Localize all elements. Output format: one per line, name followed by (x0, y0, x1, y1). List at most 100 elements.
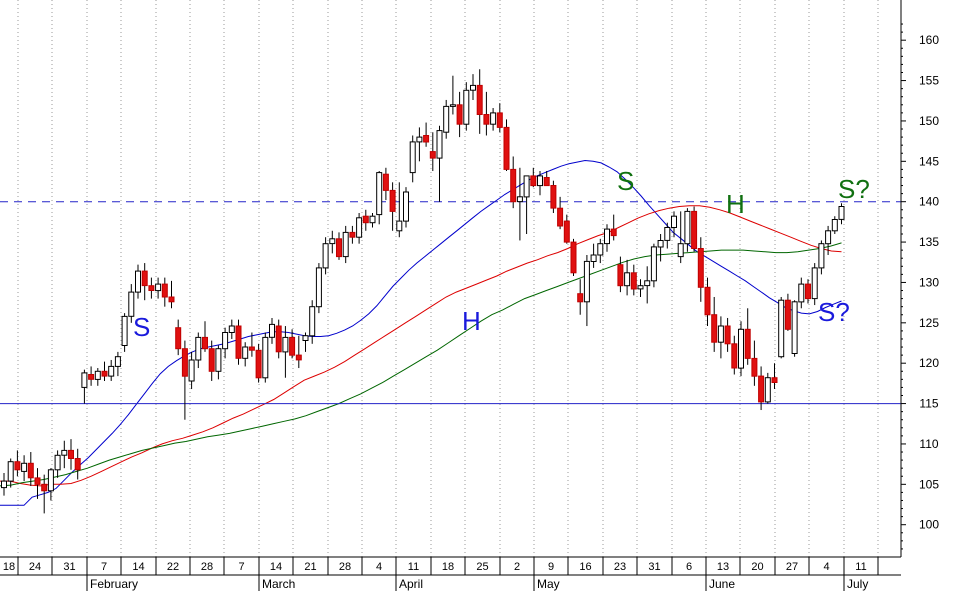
x-tick-label: 11 (855, 561, 866, 573)
candle-down (617, 264, 624, 287)
annotation-h-blue: H (462, 306, 481, 336)
candle-down (148, 285, 155, 292)
candle-down (181, 348, 188, 377)
y-tick-label: 125 (919, 316, 939, 330)
candle-up (671, 215, 677, 228)
candle-up (490, 112, 497, 125)
candle-up (664, 227, 671, 241)
candle-down (101, 370, 108, 377)
candle-up (302, 335, 309, 342)
annotation-s-right-blue: S? (818, 297, 850, 327)
candle-up (798, 283, 805, 303)
candle-up (262, 336, 269, 379)
candle-up (409, 141, 416, 174)
x-tick-label: 24 (29, 561, 41, 573)
candle-up (764, 377, 771, 403)
y-tick-label: 150 (919, 114, 939, 128)
candle-up (322, 243, 329, 269)
candle-down (704, 286, 711, 316)
candle-up (403, 191, 409, 222)
x-tick-label: 6 (686, 561, 692, 573)
candle-up (61, 449, 68, 456)
candle-up (242, 346, 249, 359)
candle-down (731, 343, 738, 369)
candle-down (27, 462, 34, 479)
y-tick-label: 135 (919, 235, 939, 249)
x-tick-label: 7 (238, 561, 244, 573)
candle-up (94, 370, 101, 380)
x-tick-label: 28 (339, 561, 351, 573)
candle-down (68, 449, 74, 459)
candle-up (47, 469, 54, 492)
candle-up (396, 220, 403, 232)
candle-up (228, 325, 235, 333)
y-tick-label: 115 (919, 397, 938, 411)
moving-average-2 (0, 205, 842, 487)
x-tick-label: 18 (442, 561, 454, 573)
candle-up (583, 260, 590, 303)
x-tick-label: 18 (3, 561, 15, 573)
candle-up (637, 285, 644, 290)
horizontal-levels (0, 201, 901, 405)
y-tick-label: 160 (919, 33, 939, 47)
candle-down (751, 357, 758, 377)
candle-down (362, 215, 369, 224)
candle-up (717, 325, 724, 343)
candle-down (248, 346, 255, 351)
annotation-s-green: S (617, 166, 634, 196)
candle-up (376, 172, 383, 216)
y-tick-label: 105 (919, 477, 939, 491)
candle-down (630, 272, 637, 290)
x-tick-label: 22 (167, 561, 179, 573)
x-tick-label: 11 (408, 561, 419, 573)
candle-down (563, 220, 570, 243)
candle-up (121, 315, 128, 346)
candle-down (744, 328, 751, 359)
candle-up (657, 240, 664, 248)
y-tick-label: 100 (919, 518, 939, 532)
candle-up (684, 210, 691, 245)
y-tick-label: 155 (919, 74, 939, 88)
y-tick-label: 145 (919, 154, 939, 168)
candle-up (449, 104, 456, 107)
candle-up (21, 462, 28, 472)
candle-down (34, 477, 41, 485)
y-tick-label: 120 (919, 356, 939, 370)
candle-up (269, 323, 275, 338)
candle-down (550, 185, 557, 209)
x-tick-label: 14 (132, 561, 144, 573)
candle-down (771, 377, 778, 384)
candle-up (155, 283, 162, 292)
candle-up (825, 230, 832, 245)
candle-up (329, 238, 336, 245)
candle-down (74, 458, 81, 471)
candle-up (644, 280, 651, 287)
candle-up (114, 356, 121, 367)
candle-up (516, 196, 523, 203)
candle-down (382, 173, 389, 191)
candle-down (255, 349, 262, 379)
candle-down (41, 483, 48, 492)
candle-up (309, 306, 316, 337)
candle-up (1, 480, 7, 489)
candle-down (711, 314, 718, 343)
y-tick-label: 130 (919, 275, 939, 289)
candle-down (141, 270, 148, 287)
candle-up (537, 175, 543, 187)
x-tick-label: 28 (201, 561, 213, 573)
candle-down (349, 231, 356, 238)
candle-up (838, 206, 845, 220)
candle-down (503, 126, 510, 170)
candle-up (831, 219, 838, 232)
month-label: April (399, 577, 423, 591)
moving-average-3 (0, 242, 842, 487)
candle-up (463, 89, 470, 125)
y-tick-label: 110 (919, 437, 938, 451)
candle-up (791, 301, 798, 354)
candle-down (429, 151, 436, 159)
x-tick-label: 20 (751, 561, 763, 573)
candle-up (650, 246, 657, 282)
y-tick-label: 140 (919, 195, 939, 209)
candle-down (295, 354, 302, 361)
